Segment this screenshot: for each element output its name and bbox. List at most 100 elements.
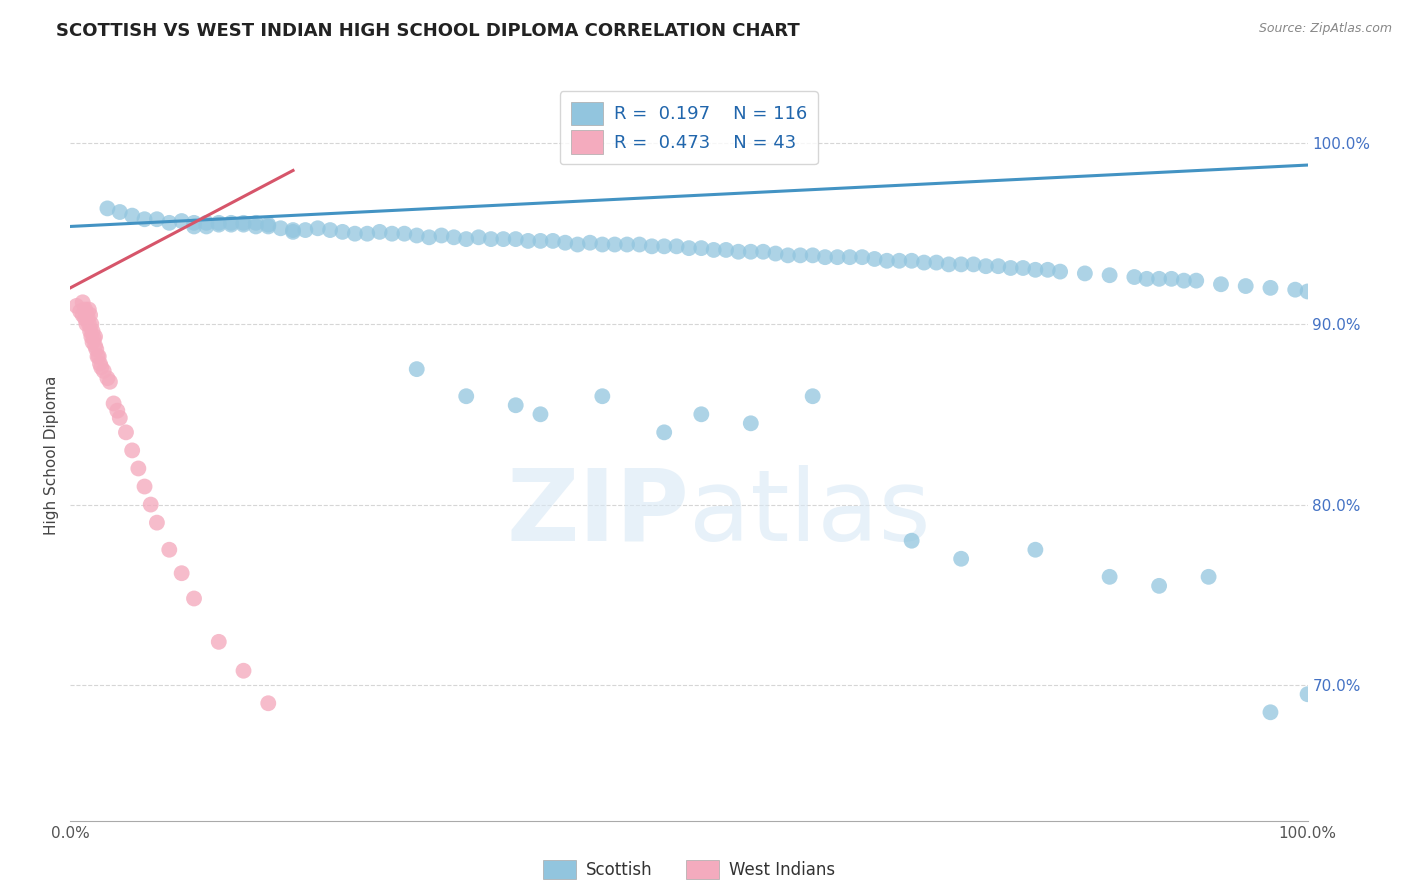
Point	[889, 253, 911, 268]
Point	[529, 407, 551, 421]
Point	[80, 329, 103, 343]
Point	[90, 360, 112, 375]
Point	[294, 223, 316, 237]
Point	[257, 219, 280, 234]
Point	[98, 375, 121, 389]
Point	[456, 389, 478, 403]
Text: ZIP: ZIP	[506, 465, 689, 562]
Point	[765, 246, 787, 260]
Point	[950, 257, 973, 271]
Point	[962, 257, 984, 271]
Point	[652, 425, 675, 440]
Point	[591, 237, 613, 252]
Point	[579, 235, 602, 250]
Point	[1024, 542, 1046, 557]
Point	[1173, 274, 1195, 288]
Point	[89, 357, 111, 371]
Point	[307, 221, 329, 235]
Point	[157, 542, 180, 557]
Point	[628, 237, 651, 252]
Point	[1136, 272, 1159, 286]
Point	[591, 389, 613, 403]
Point	[69, 304, 91, 318]
Point	[925, 255, 948, 269]
Point	[690, 407, 713, 421]
Point	[838, 250, 860, 264]
Point	[418, 230, 440, 244]
Point	[912, 255, 935, 269]
Point	[65, 299, 87, 313]
Point	[72, 295, 94, 310]
Point	[208, 635, 231, 649]
Point	[208, 216, 231, 230]
Point	[146, 516, 169, 530]
Text: SCOTTISH VS WEST INDIAN HIGH SCHOOL DIPLOMA CORRELATION CHART: SCOTTISH VS WEST INDIAN HIGH SCHOOL DIPL…	[56, 22, 800, 40]
Y-axis label: High School Diploma: High School Diploma	[44, 376, 59, 534]
Point	[1234, 279, 1257, 293]
Point	[105, 403, 128, 417]
Point	[740, 244, 762, 259]
Point	[121, 209, 143, 223]
Point	[332, 225, 354, 239]
Point	[170, 214, 193, 228]
Point	[616, 237, 638, 252]
Point	[183, 219, 205, 234]
Point	[1160, 272, 1182, 286]
Point	[72, 308, 94, 322]
Point	[752, 244, 775, 259]
Point	[776, 248, 799, 262]
Point	[1296, 285, 1319, 299]
Point	[80, 317, 103, 331]
Point	[195, 216, 218, 230]
Point	[83, 331, 105, 345]
Point	[108, 410, 131, 425]
Point	[232, 218, 254, 232]
Point	[245, 219, 267, 234]
Point	[257, 696, 280, 710]
Point	[505, 232, 527, 246]
Point	[232, 216, 254, 230]
Point	[170, 566, 193, 581]
Point	[257, 218, 280, 232]
Point	[789, 248, 811, 262]
Point	[1147, 272, 1170, 286]
Point	[703, 243, 725, 257]
Point	[84, 329, 107, 343]
Point	[108, 205, 131, 219]
Point	[103, 396, 125, 410]
Point	[1024, 262, 1046, 277]
Point	[157, 216, 180, 230]
Point	[1074, 267, 1097, 281]
Point	[492, 232, 515, 246]
Point	[75, 302, 97, 317]
Legend: Scottish, West Indians: Scottish, West Indians	[536, 853, 842, 886]
Point	[183, 591, 205, 606]
Point	[876, 253, 898, 268]
Point	[567, 237, 589, 252]
Point	[86, 350, 108, 364]
Point	[77, 302, 100, 317]
Point	[467, 230, 489, 244]
Point	[665, 239, 688, 253]
Point	[84, 343, 107, 357]
Point	[394, 227, 416, 241]
Point	[343, 227, 366, 241]
Point	[115, 425, 138, 440]
Point	[1098, 268, 1121, 283]
Point	[1012, 260, 1035, 275]
Point	[652, 239, 675, 253]
Point	[79, 308, 101, 322]
Point	[443, 230, 465, 244]
Point	[1000, 260, 1022, 275]
Point	[146, 212, 169, 227]
Point	[827, 250, 849, 264]
Text: atlas: atlas	[689, 465, 931, 562]
Point	[1260, 706, 1282, 720]
Point	[208, 218, 231, 232]
Point	[801, 248, 824, 262]
Point	[368, 225, 391, 239]
Point	[505, 398, 527, 412]
Point	[641, 239, 664, 253]
Point	[1036, 262, 1059, 277]
Point	[405, 362, 427, 376]
